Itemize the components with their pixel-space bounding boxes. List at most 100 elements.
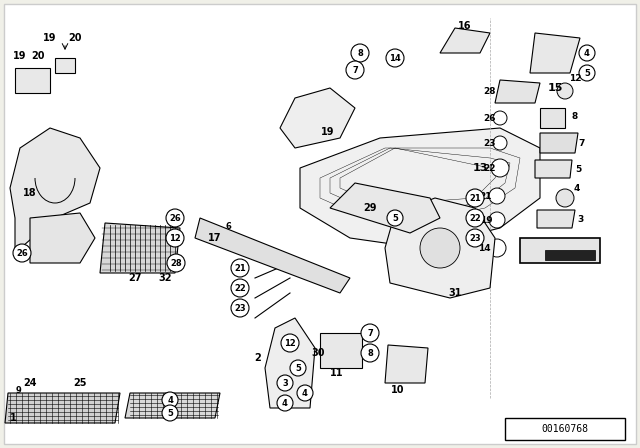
Circle shape xyxy=(493,136,507,150)
Text: 5: 5 xyxy=(575,164,581,173)
Text: 20: 20 xyxy=(68,33,82,43)
Circle shape xyxy=(166,209,184,227)
Text: 28: 28 xyxy=(170,258,182,267)
Polygon shape xyxy=(10,128,100,253)
Text: 12: 12 xyxy=(169,233,181,242)
Text: 21: 21 xyxy=(234,263,246,272)
Circle shape xyxy=(579,65,595,81)
Text: 4: 4 xyxy=(574,184,580,193)
Circle shape xyxy=(231,279,249,297)
Circle shape xyxy=(277,395,293,411)
Circle shape xyxy=(556,189,574,207)
Circle shape xyxy=(489,212,505,228)
Circle shape xyxy=(162,405,178,421)
Text: 22: 22 xyxy=(469,214,481,223)
Text: 10: 10 xyxy=(391,385,404,395)
Circle shape xyxy=(351,44,369,62)
Circle shape xyxy=(361,324,379,342)
Text: 24: 24 xyxy=(23,378,36,388)
Bar xyxy=(545,250,595,260)
Circle shape xyxy=(231,299,249,317)
Text: 7: 7 xyxy=(579,138,585,147)
Circle shape xyxy=(166,229,184,247)
Circle shape xyxy=(466,229,484,247)
Circle shape xyxy=(466,209,484,227)
Text: 26: 26 xyxy=(484,113,496,122)
Text: 25: 25 xyxy=(73,378,87,388)
Text: 15: 15 xyxy=(547,83,563,93)
Text: 21: 21 xyxy=(480,191,492,201)
Circle shape xyxy=(488,239,506,257)
Text: 3: 3 xyxy=(282,379,288,388)
Text: 20: 20 xyxy=(31,51,45,61)
Text: 16: 16 xyxy=(458,21,472,31)
Polygon shape xyxy=(195,218,350,293)
Text: 23: 23 xyxy=(469,233,481,242)
Text: 2: 2 xyxy=(255,353,261,363)
Text: 27: 27 xyxy=(128,273,141,283)
Polygon shape xyxy=(520,238,600,263)
Text: 5: 5 xyxy=(392,214,398,223)
Text: 4: 4 xyxy=(282,399,288,408)
Text: 22: 22 xyxy=(484,164,496,172)
Polygon shape xyxy=(265,318,315,408)
Polygon shape xyxy=(30,213,95,263)
Text: 9: 9 xyxy=(15,385,21,395)
Polygon shape xyxy=(530,33,580,73)
Circle shape xyxy=(281,334,299,352)
Polygon shape xyxy=(540,108,565,128)
Text: 26: 26 xyxy=(169,214,181,223)
Polygon shape xyxy=(537,210,575,228)
Polygon shape xyxy=(100,223,180,273)
Circle shape xyxy=(297,385,313,401)
Circle shape xyxy=(231,259,249,277)
Polygon shape xyxy=(15,68,50,93)
Text: 4: 4 xyxy=(167,396,173,405)
Circle shape xyxy=(493,111,507,125)
Circle shape xyxy=(162,392,178,408)
Text: 17: 17 xyxy=(208,233,221,243)
Polygon shape xyxy=(125,393,220,418)
Bar xyxy=(505,418,625,440)
Polygon shape xyxy=(385,198,495,298)
Text: 4: 4 xyxy=(302,388,308,397)
Text: 11: 11 xyxy=(330,368,344,378)
Text: 00160768: 00160768 xyxy=(541,424,589,434)
Polygon shape xyxy=(540,133,578,153)
Circle shape xyxy=(386,49,404,67)
Text: 4: 4 xyxy=(584,48,590,57)
Circle shape xyxy=(489,188,505,204)
Text: 12: 12 xyxy=(569,73,581,82)
Circle shape xyxy=(420,228,460,268)
Polygon shape xyxy=(55,58,75,73)
Polygon shape xyxy=(300,128,540,248)
Circle shape xyxy=(361,344,379,362)
Text: 7: 7 xyxy=(352,65,358,74)
Text: 31: 31 xyxy=(448,288,461,298)
Text: 23: 23 xyxy=(234,303,246,313)
Text: 5: 5 xyxy=(167,409,173,418)
Text: 5: 5 xyxy=(584,69,590,78)
Text: 19: 19 xyxy=(44,33,57,43)
Circle shape xyxy=(277,375,293,391)
Text: 12: 12 xyxy=(284,339,296,348)
Polygon shape xyxy=(5,393,120,423)
Circle shape xyxy=(387,210,403,226)
Text: 32: 32 xyxy=(158,273,172,283)
Text: 19: 19 xyxy=(480,215,492,224)
Text: 14: 14 xyxy=(389,53,401,63)
Text: 5: 5 xyxy=(295,363,301,372)
Polygon shape xyxy=(280,88,355,148)
Text: 14: 14 xyxy=(477,244,490,253)
Text: 30: 30 xyxy=(311,348,324,358)
Text: 7: 7 xyxy=(367,328,373,337)
Text: 8: 8 xyxy=(357,48,363,57)
Polygon shape xyxy=(440,28,490,53)
Circle shape xyxy=(466,189,484,207)
Text: 6: 6 xyxy=(225,221,231,231)
Circle shape xyxy=(167,254,185,272)
Text: 1: 1 xyxy=(10,413,17,423)
Text: 19: 19 xyxy=(13,51,27,61)
Circle shape xyxy=(290,360,306,376)
Polygon shape xyxy=(330,183,440,233)
